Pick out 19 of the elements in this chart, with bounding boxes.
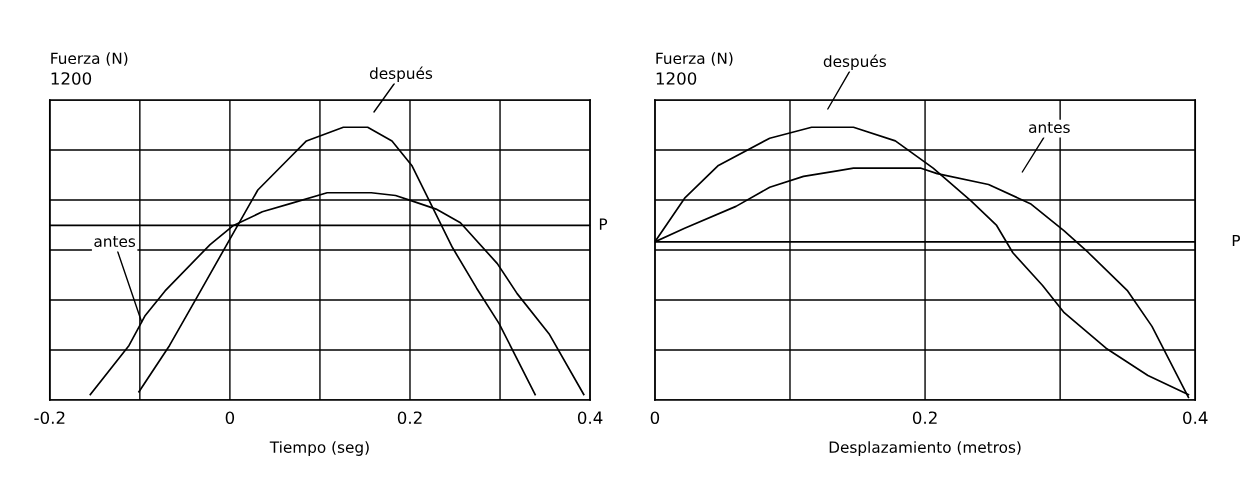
x-tick-label: 0 [650,411,660,425]
y-axis-title: Fuerza (N) [656,52,733,66]
ref-line-label: P [599,218,608,230]
x-axis-title: Tiempo (seg) [269,441,369,456]
x-tick-label: 0.4 [577,411,603,425]
annotation: antes [94,236,136,248]
text: 1200 [656,72,697,85]
text: 1200 [51,72,92,85]
annotation: antes [1029,122,1070,134]
ref-line-label: P [1232,234,1240,247]
text: después [369,66,433,82]
x-tick-label: 0.2 [912,411,937,425]
x-tick-label: 0.4 [1183,411,1208,425]
x-tick-label: -0.2 [34,411,65,425]
x-tick-label: 0.2 [397,411,422,425]
x-axis-title: Desplazamiento (metros) [829,441,1021,456]
y-axis-title: Fuerza (N) [51,52,128,66]
x-tick-label: 0 [225,411,235,425]
text: después [823,54,886,70]
